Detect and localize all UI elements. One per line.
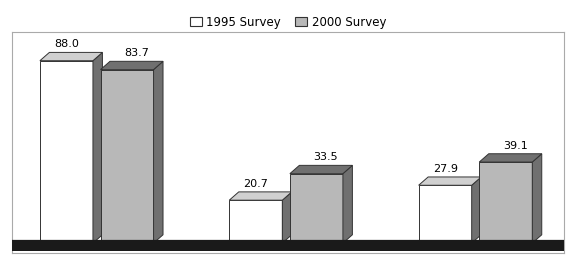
Bar: [229, 200, 282, 243]
Legend: 1995 Survey, 2000 Survey: 1995 Survey, 2000 Survey: [185, 11, 391, 34]
Text: 39.1: 39.1: [503, 141, 528, 151]
Polygon shape: [290, 165, 353, 174]
Polygon shape: [40, 53, 103, 61]
Text: 33.5: 33.5: [313, 152, 338, 162]
Text: 27.9: 27.9: [433, 164, 458, 174]
Polygon shape: [101, 61, 163, 70]
Bar: [290, 174, 343, 243]
Polygon shape: [532, 154, 542, 243]
Polygon shape: [419, 177, 481, 185]
Bar: [101, 70, 154, 243]
Polygon shape: [229, 192, 292, 200]
Bar: [2, 243, 576, 251]
Polygon shape: [472, 177, 481, 243]
Polygon shape: [282, 192, 292, 243]
Text: 83.7: 83.7: [124, 48, 149, 58]
Bar: [419, 185, 472, 243]
Text: 88.0: 88.0: [54, 39, 79, 49]
Bar: [479, 162, 532, 243]
Polygon shape: [343, 165, 353, 243]
Polygon shape: [154, 61, 163, 243]
Polygon shape: [479, 154, 542, 162]
Polygon shape: [93, 53, 103, 243]
Bar: [40, 61, 93, 243]
Text: 20.7: 20.7: [244, 179, 268, 189]
